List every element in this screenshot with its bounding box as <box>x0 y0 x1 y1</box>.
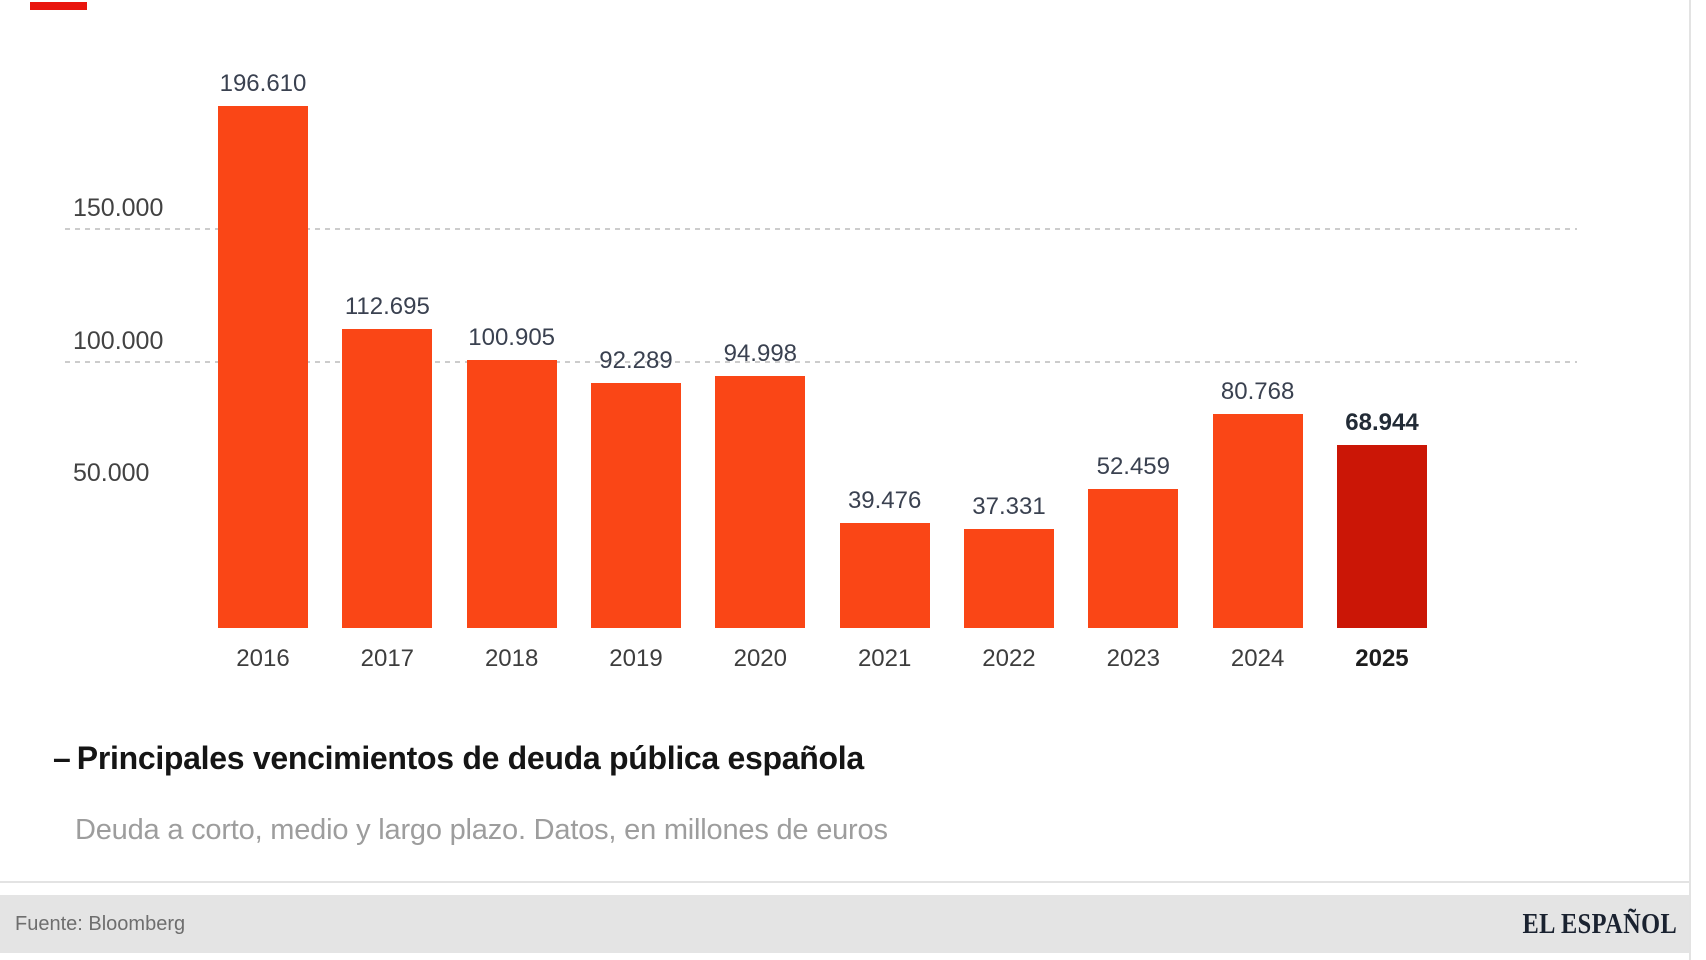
bar <box>715 375 806 628</box>
bar <box>218 106 308 628</box>
bar-value-label: 39.476 <box>847 487 922 515</box>
source-label: Fuente: Bloomberg <box>15 912 186 935</box>
x-axis-year-label: 2018 <box>484 645 539 672</box>
x-axis-year-label: 2019 <box>609 645 663 672</box>
y-gridline <box>65 360 1577 363</box>
bar <box>1212 413 1303 628</box>
bar-value-label: 52.459 <box>1096 452 1170 480</box>
y-gridline <box>65 227 1577 230</box>
x-axis-year-label: 2021 <box>857 645 912 672</box>
bar <box>839 523 930 628</box>
bar <box>963 528 1054 628</box>
bar-highlighted <box>1336 444 1427 628</box>
bar-chart: 150.000 100.000 50.000 196.610 2016 112.695 20… <box>65 70 1577 672</box>
bar-value-label: 196.610 <box>219 70 307 97</box>
y-axis-tick-label: 100.000 <box>73 326 164 355</box>
x-axis-year-label: 2020 <box>733 645 787 672</box>
bar-value-label: 80.768 <box>1220 377 1295 405</box>
x-axis-year-label: 2017 <box>360 645 415 672</box>
bar-value-label: 68.944 <box>1345 408 1419 436</box>
bar <box>590 382 681 628</box>
bar <box>466 360 557 628</box>
bar-value-label: 37.331 <box>972 492 1046 520</box>
bar-value-label: 100.905 <box>468 324 556 352</box>
brand-accent-dash <box>30 2 87 10</box>
bar <box>1088 488 1179 628</box>
brand-logo: EL ESPAÑOL <box>1522 907 1677 940</box>
footer-divider <box>0 881 1689 883</box>
y-axis-tick-label: 150.000 <box>73 193 164 222</box>
x-axis-year-label: 2025 <box>1355 645 1409 672</box>
bar-value-label: 94.998 <box>723 339 798 367</box>
bar <box>342 328 433 628</box>
bar-value-label: 112.695 <box>344 292 430 320</box>
x-axis-year-label: 2016 <box>236 645 290 672</box>
footer-bar: Fuente: Bloomberg EL ESPAÑOL <box>0 895 1689 953</box>
chart-title: Principales vencimientos de deuda públic… <box>76 740 864 776</box>
title-dash: – <box>53 740 71 776</box>
chart-title-row: – Principales vencimientos de deuda públ… <box>53 740 864 777</box>
x-axis-year-label: 2022 <box>982 645 1036 672</box>
x-axis-year-label: 2024 <box>1230 645 1285 672</box>
x-axis-year-label: 2023 <box>1106 645 1160 672</box>
bar-value-label: 92.289 <box>599 346 673 374</box>
y-axis-tick-label: 50.000 <box>73 459 150 488</box>
chart-subtitle: Deuda a corto, medio y largo plazo. Dato… <box>75 814 888 846</box>
